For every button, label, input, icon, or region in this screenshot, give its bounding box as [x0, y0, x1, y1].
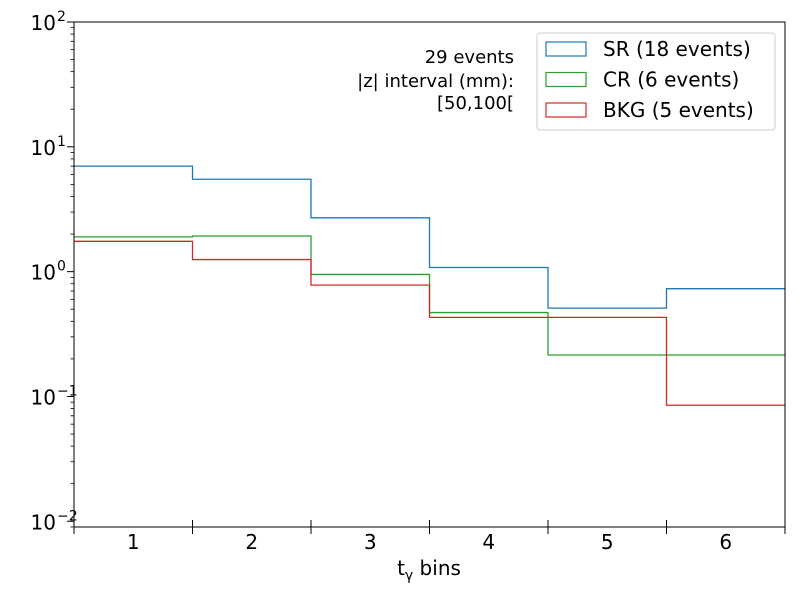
legend-swatch: [545, 71, 587, 88]
annotation: 29 events |z| interval (mm): [50,100[: [357, 47, 514, 114]
x-ticks: 1 2 3 4 5 6: [73, 520, 786, 554]
y-tick-label: 10: [31, 11, 56, 35]
legend-swatch: [545, 102, 587, 118]
series-line-cr: [74, 235, 785, 356]
series-line-bkg: [74, 240, 785, 406]
y-tick-exponent: 2: [57, 9, 66, 25]
y-tick-label: 10: [31, 261, 56, 285]
x-axis-label-rest: bins: [413, 556, 461, 580]
legend-box: [536, 32, 776, 131]
x-tick-label: 5: [601, 530, 614, 554]
annotation-line-2: |z| interval (mm):: [357, 71, 514, 92]
y-tick-label: 10: [31, 136, 56, 160]
legend-label: CR (6 events): [603, 68, 739, 92]
y-tick-exponent: −1: [57, 383, 78, 399]
x-axis-label-sub: γ: [405, 568, 413, 584]
x-axis-label-main: t: [397, 556, 405, 580]
legend-label: BKG (5 events): [603, 98, 754, 122]
x-axis-label: tγ bins: [397, 556, 461, 584]
annotation-line-3: [50,100[: [437, 93, 514, 114]
x-tick-label: 1: [127, 530, 140, 554]
legend-swatch: [545, 41, 587, 57]
y-tick-label: 10: [31, 385, 56, 409]
x-tick-label: 6: [719, 530, 732, 554]
series-line-sr: [74, 165, 785, 309]
legend-label: SR (18 events): [603, 37, 751, 61]
x-tick-label: 2: [245, 530, 258, 554]
y-tick-label: 10: [31, 510, 56, 534]
y-tick-exponent: 0: [57, 259, 66, 275]
series-layer: [74, 165, 785, 406]
x-tick-label: 4: [482, 530, 495, 554]
annotation-line-1: 29 events: [425, 47, 514, 68]
legend: SR (18 events) CR (6 events) BKG (5 events…: [536, 32, 776, 131]
plot-frame: [73, 21, 786, 528]
y-tick-exponent: −2: [57, 508, 78, 524]
x-tick-label: 3: [364, 530, 377, 554]
y-tick-exponent: 1: [57, 134, 66, 150]
y-minor-ticks: [70, 27, 74, 528]
